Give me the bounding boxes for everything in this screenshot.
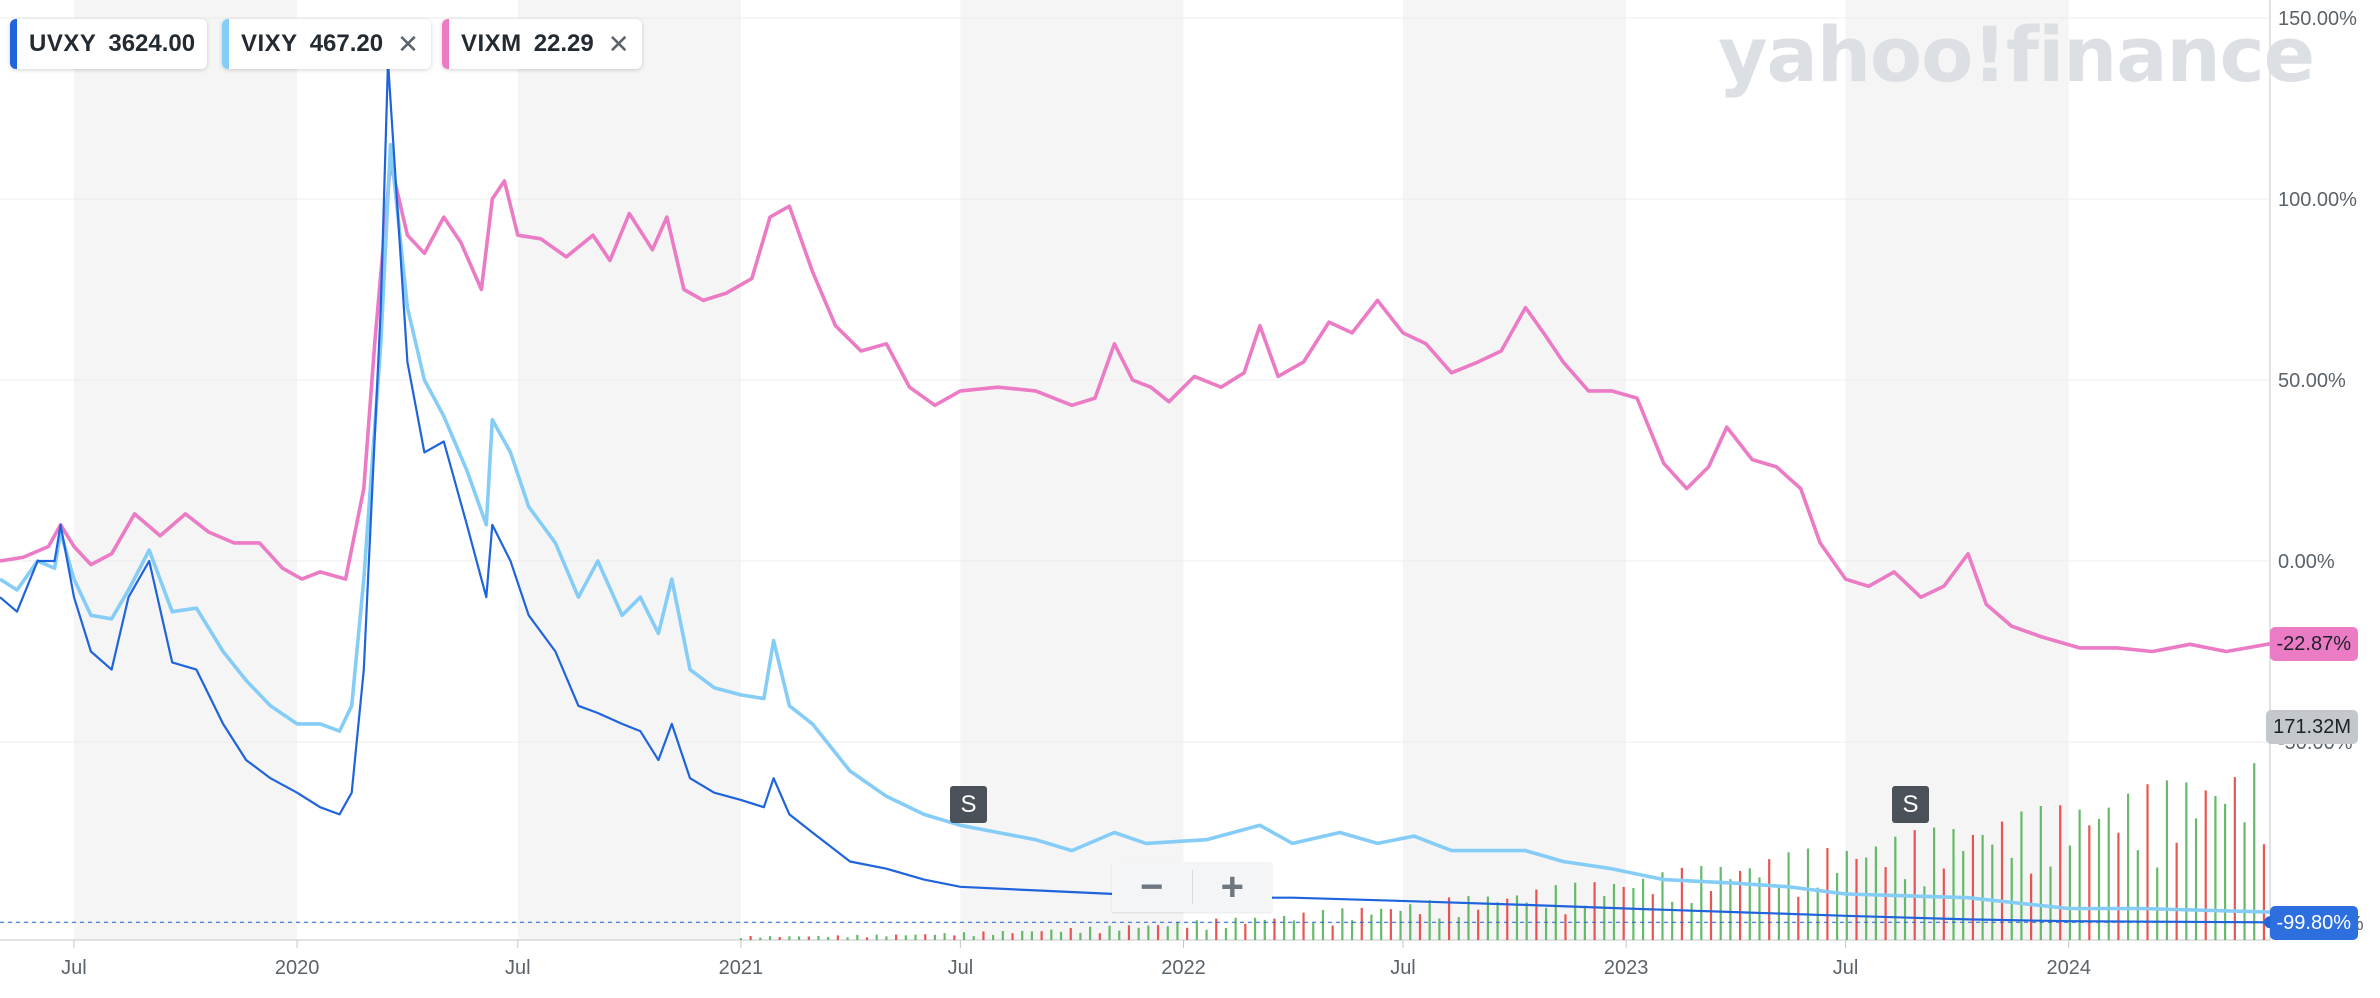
legend-symbol: UVXY [29,30,97,57]
legend-chip-vixm[interactable]: VIXM 22.29 ✕ [442,19,642,69]
shaded-band [1845,0,2069,940]
yahoo-finance-logo: yahoo!finance [1718,10,2315,99]
volume-badge: 171.32M [2266,710,2358,744]
x-tick-label: 2022 [1161,957,1206,979]
split-marker[interactable]: S [1892,786,1929,823]
legend-chip-uvxy[interactable]: UVXY 3624.00 [10,19,208,69]
y-tick-label: 50.00% [2278,370,2346,392]
shaded-band [517,0,741,940]
remove-series-icon[interactable]: ✕ [607,28,630,59]
split-marker[interactable]: S [950,786,987,823]
legend-symbol: VIXY [241,30,298,57]
y-tick-label: 150.00% [2278,8,2357,30]
x-tick-label: Jul [1833,957,1859,979]
series-color-swatch [442,19,449,69]
x-tick-label: Jul [948,957,974,979]
uvxy-pct-badge: -99.80% [2269,906,2358,940]
x-tick-label: Jul [505,957,531,979]
x-tick-label: 2020 [275,957,320,979]
x-tick-label: Jul [61,957,87,979]
remove-series-icon[interactable]: ✕ [397,28,419,59]
legend-value: 467.20 [309,30,384,57]
shaded-band [73,0,298,940]
y-tick-label: 100.00% [2278,189,2357,211]
y-tick-label: 0.00% [2278,551,2335,573]
x-tick-label: Jul [1390,957,1416,979]
x-tick-label: 2021 [719,957,764,979]
legend-value: 22.29 [533,30,594,57]
legend-value: 3624.00 [108,30,196,57]
shaded-band [1402,0,1627,940]
x-tick-label: 2023 [1604,957,1649,979]
zoom-out-button[interactable]: − [1140,864,1164,909]
shaded-band [960,0,1184,940]
series-color-swatch [10,19,17,69]
x-tick-label: 2024 [2046,957,2091,979]
zoom-in-button[interactable]: + [1220,864,1244,909]
zoom-controls: − + [1112,862,1272,912]
vixm-pct-badge: -22.87% [2269,627,2358,661]
legend-chip-vixy[interactable]: VIXY 467.20 ✕ [222,19,431,69]
series-color-swatch [222,19,229,69]
series-line-vixm [0,161,2271,654]
series-line-vixy [0,142,2271,914]
zoom-divider [1191,870,1193,904]
legend-symbol: VIXM [461,30,522,57]
